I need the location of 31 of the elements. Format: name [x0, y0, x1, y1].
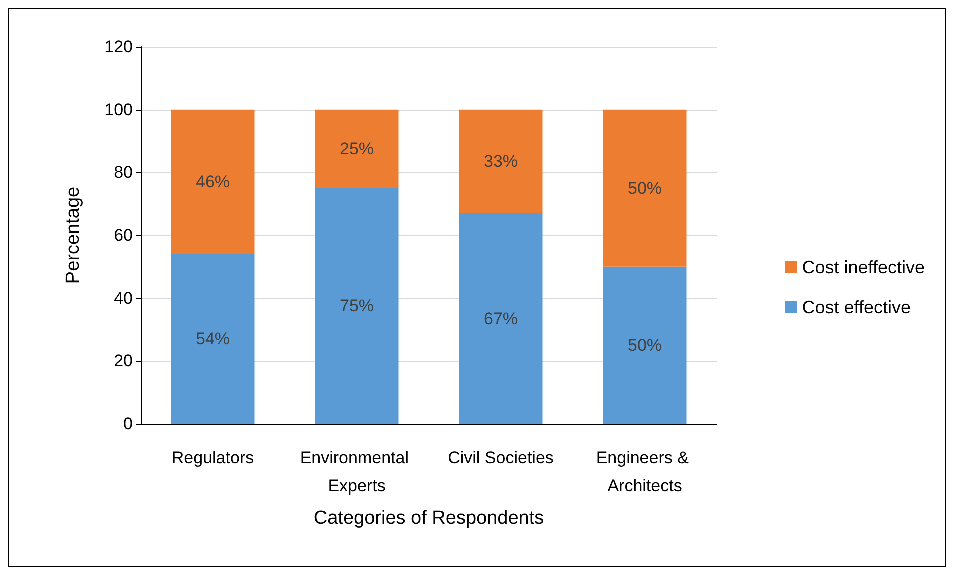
y-tick-label: 100 [104, 100, 133, 120]
data-label: 25% [340, 140, 374, 159]
bar [171, 110, 255, 254]
y-tick-label: 120 [104, 38, 133, 56]
bar [603, 266, 687, 424]
y-tick-label: 80 [114, 163, 133, 182]
y-tick-label: 40 [114, 288, 133, 308]
x-tick-label: Environmental Experts [300, 448, 414, 496]
legend-label: Cost effective [802, 298, 912, 318]
data-label: 50% [628, 336, 662, 355]
data-label: 54% [196, 330, 230, 349]
legend-label: Cost ineffective [802, 258, 926, 278]
bar [171, 254, 255, 424]
bar [603, 110, 687, 267]
data-label: 67% [484, 309, 518, 328]
x-tick-label: Civil Societies [448, 448, 554, 468]
bar [459, 214, 543, 424]
bar [315, 110, 399, 188]
data-label: 33% [484, 152, 518, 172]
bar [459, 110, 543, 214]
x-tick-label: Engineers & Architects [596, 448, 694, 496]
y-tick-label: 60 [114, 226, 133, 245]
x-tick-label: Regulators [172, 448, 254, 468]
y-tick-label: 0 [124, 414, 133, 434]
y-axis-title: Percentage [63, 186, 84, 284]
data-label: 75% [340, 296, 374, 316]
bar [315, 188, 399, 424]
y-tick-label: 20 [114, 352, 133, 371]
x-axis-title: Categories of Respondents [314, 508, 544, 529]
data-label: 50% [628, 178, 662, 198]
data-label: 46% [196, 172, 230, 192]
